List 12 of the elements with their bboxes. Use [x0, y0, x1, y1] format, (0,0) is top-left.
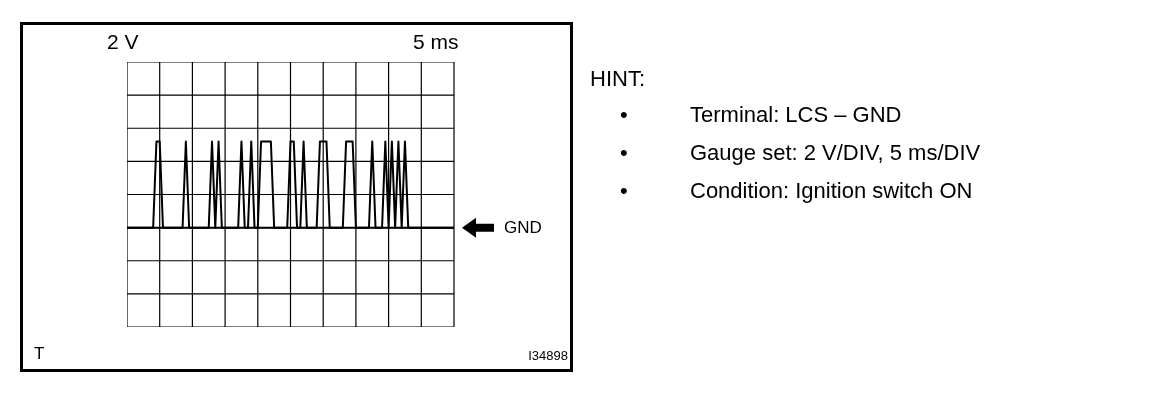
- text: I34898: [528, 348, 568, 363]
- text: T: [34, 344, 45, 363]
- text: 2 V: [107, 30, 139, 53]
- text: Gauge set: 2 V/DIV, 5 ms/DIV: [690, 140, 981, 165]
- ref-line-label: GND: [504, 218, 542, 238]
- text: •: [620, 140, 628, 165]
- text: •: [620, 102, 628, 127]
- text: 5 ms: [413, 30, 459, 53]
- text: Terminal: LCS – GND: [690, 102, 902, 127]
- text: Condition: Ignition switch ON: [690, 178, 973, 203]
- text: •: [620, 178, 628, 203]
- text: HINT:: [590, 66, 645, 91]
